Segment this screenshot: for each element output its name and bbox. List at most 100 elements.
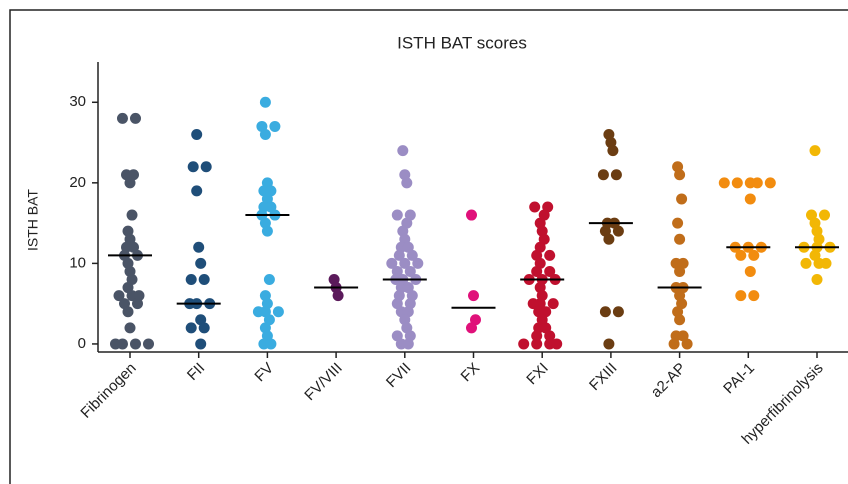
y-axis-label: ISTH BAT [25, 189, 41, 251]
point [386, 257, 398, 269]
x-tick-label: Fibrinogen [77, 360, 139, 422]
point [198, 274, 210, 285]
y-tick-label: 0 [78, 335, 86, 352]
point [603, 233, 615, 245]
point [332, 290, 344, 302]
point [672, 217, 684, 229]
y-tick-label: 10 [69, 254, 86, 271]
point [259, 96, 271, 108]
point [544, 265, 556, 277]
point [819, 209, 830, 221]
x-tick-label: FVII [383, 360, 414, 391]
point [124, 177, 136, 189]
point [612, 225, 624, 237]
point [811, 274, 823, 285]
point [820, 257, 832, 269]
point [263, 274, 275, 285]
point [404, 265, 416, 277]
point [399, 257, 411, 269]
point [265, 338, 277, 350]
point [610, 169, 622, 181]
point [674, 265, 686, 277]
point [603, 338, 615, 350]
point [466, 209, 477, 221]
point [735, 290, 747, 302]
point [126, 209, 138, 221]
point [124, 322, 136, 334]
point [668, 338, 680, 350]
x-tick-label: FII [184, 360, 208, 384]
point [551, 338, 563, 350]
point [185, 274, 197, 285]
point [718, 177, 730, 189]
point [531, 265, 543, 277]
point [185, 322, 197, 334]
point [187, 161, 199, 173]
point [731, 177, 743, 189]
point [113, 290, 125, 302]
point [597, 169, 609, 181]
point [391, 209, 403, 221]
point [200, 161, 212, 173]
point [468, 290, 479, 302]
chart-title: ISTH BAT scores [397, 33, 527, 52]
point [800, 257, 812, 269]
point [674, 233, 686, 245]
point [117, 338, 128, 350]
point [612, 306, 624, 318]
point [544, 330, 556, 342]
point [401, 177, 413, 189]
point [529, 201, 541, 213]
point [744, 193, 756, 205]
point [607, 145, 619, 157]
x-tick-label: FV/VIII [301, 360, 345, 404]
point [744, 265, 756, 277]
point [117, 112, 128, 124]
point [402, 338, 414, 350]
point [130, 112, 141, 124]
x-tick-label: a2-AP [648, 360, 690, 402]
point [122, 306, 134, 318]
point [518, 338, 530, 350]
point [676, 193, 688, 205]
point [674, 314, 686, 326]
point [272, 306, 284, 318]
point [269, 120, 281, 132]
y-tick-label: 30 [69, 93, 86, 110]
point [397, 145, 409, 157]
point [412, 257, 424, 269]
point [143, 338, 154, 350]
point [809, 145, 821, 157]
point [406, 249, 418, 261]
point [674, 169, 686, 181]
point [748, 290, 760, 302]
point [261, 225, 273, 237]
point [132, 298, 143, 310]
x-tick-label: FXIII [586, 360, 620, 394]
x-tick-label: PAI-1 [720, 360, 758, 398]
frame [9, 9, 848, 484]
point [681, 338, 693, 350]
point [393, 249, 405, 261]
point [191, 185, 203, 197]
point [130, 338, 141, 350]
point [544, 249, 556, 261]
x-tick-label: FX [458, 360, 484, 386]
point [547, 298, 559, 310]
point [191, 129, 203, 140]
point [466, 322, 477, 334]
x-tick-label: FXI [523, 360, 552, 389]
y-tick-label: 20 [69, 174, 86, 191]
point [599, 306, 611, 318]
point [193, 241, 205, 253]
point [198, 322, 210, 334]
point [751, 177, 763, 189]
point [195, 257, 207, 269]
x-tick-label: FV [251, 360, 277, 386]
point [764, 177, 776, 189]
point [259, 129, 271, 140]
point [735, 249, 747, 261]
point [531, 338, 543, 350]
